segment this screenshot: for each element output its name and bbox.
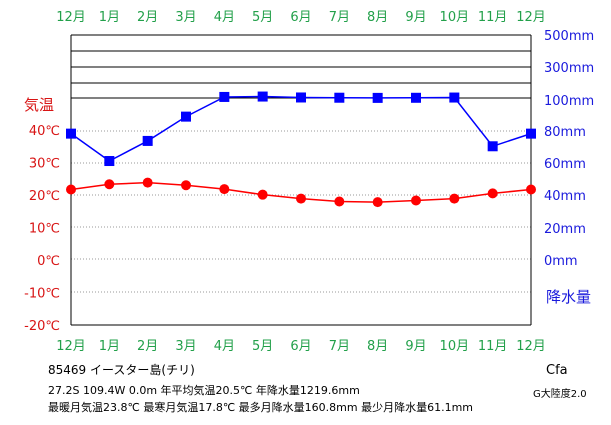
- month-label-top: 10月: [440, 10, 470, 25]
- temperature-point: [487, 188, 498, 199]
- month-label-top: 3月: [175, 10, 196, 25]
- temperature-point: [372, 197, 383, 208]
- month-label-top: 11月: [478, 10, 508, 25]
- precipitation-tick-label: 60mm: [544, 157, 586, 172]
- precipitation-point: [104, 156, 115, 167]
- precipitation-tick-labels: 0mm 20mm 40mm 60mm 80mm 100mm 300mm 500mm: [544, 29, 594, 269]
- month-label-bottom: 7月: [329, 339, 350, 354]
- month-label-top: 6月: [290, 10, 311, 25]
- precipitation-tick-label: 100mm: [544, 94, 594, 109]
- month-label-bottom: 11月: [478, 339, 508, 354]
- temperature-point: [526, 184, 536, 195]
- temperature-tick-label: -10℃: [24, 287, 60, 302]
- month-label-top: 12月: [56, 10, 86, 25]
- precipitation-point: [411, 92, 421, 103]
- month-label-bottom: 6月: [290, 339, 311, 354]
- precipitation-point: [372, 92, 383, 103]
- precipitation-point: [449, 92, 460, 103]
- precipitation-point: [257, 91, 268, 102]
- temperature-tick-label: 0℃: [37, 254, 60, 269]
- temperature-point: [181, 180, 191, 191]
- temperature-axis-title: 気温: [24, 96, 54, 114]
- month-label-bottom: 3月: [175, 339, 196, 354]
- month-label-top: 7月: [329, 10, 350, 25]
- month-label-bottom: 5月: [252, 339, 273, 354]
- temperature-tick-labels: -20℃ -10℃ 0℃ 10℃ 20℃ 30℃ 40℃: [24, 124, 60, 334]
- precipitation-point: [181, 111, 191, 122]
- month-label-top: 8月: [367, 10, 388, 25]
- temperature-tick-label: 20℃: [29, 189, 60, 204]
- station-stats-line1: 27.2S 109.4W 0.0m 年平均気温20.5℃ 年降水量1219.6m…: [48, 383, 360, 397]
- precipitation-line: [70, 95, 532, 162]
- version-label: G大陸度2.0: [533, 387, 587, 400]
- month-label-bottom: 4月: [214, 339, 235, 354]
- temperature-point: [219, 184, 230, 195]
- month-labels-top: 12月 1月 2月 3月 4月 5月 6月 7月 8月 9月 10月 11月 12月: [56, 10, 546, 25]
- precipitation-point: [296, 92, 306, 103]
- temperature-tick-label: 40℃: [29, 124, 60, 139]
- month-label-bottom: 1月: [99, 339, 120, 354]
- precipitation-point: [66, 128, 76, 139]
- temperature-tick-label: -20℃: [24, 319, 60, 334]
- station-name: 85469 イースター島(チリ): [48, 362, 195, 377]
- month-label-bottom: 10月: [440, 339, 470, 354]
- precipitation-point: [487, 141, 498, 152]
- precipitation-tick-label: 40mm: [544, 189, 586, 204]
- precipitation-tick-label: 0mm: [544, 254, 578, 269]
- temperature-point: [257, 189, 268, 200]
- month-label-bottom: 8月: [367, 339, 388, 354]
- month-label-top: 2月: [137, 10, 158, 25]
- precipitation-axis-title: 降水量: [546, 288, 591, 306]
- precipitation-point: [526, 128, 536, 139]
- grid-layer: [70, 34, 532, 326]
- temperature-point: [411, 195, 421, 206]
- temperature-tick-label: 10℃: [29, 222, 60, 237]
- month-label-bottom: 12月: [516, 339, 546, 354]
- temperature-point: [66, 184, 76, 195]
- koppen-class: Cfa: [546, 363, 568, 378]
- month-labels-bottom: 12月 1月 2月 3月 4月 5月 6月 7月 8月 9月 10月 11月 12月: [56, 339, 546, 354]
- temperature-point: [104, 179, 115, 190]
- temperature-point: [449, 193, 460, 204]
- temperature-point: [334, 196, 345, 207]
- precipitation-tick-label: 500mm: [544, 29, 594, 44]
- month-label-top: 5月: [252, 10, 273, 25]
- precipitation-tick-label: 300mm: [544, 61, 594, 76]
- month-label-bottom: 12月: [56, 339, 86, 354]
- series-layer: [66, 91, 536, 208]
- month-label-top: 4月: [214, 10, 235, 25]
- month-label-top: 9月: [405, 10, 426, 25]
- temperature-tick-label: 30℃: [29, 157, 60, 172]
- precipitation-tick-label: 20mm: [544, 222, 586, 237]
- month-label-bottom: 2月: [137, 339, 158, 354]
- month-label-bottom: 9月: [405, 339, 426, 354]
- station-stats-line2: 最暖月気温23.8℃ 最寒月気温17.8℃ 最多月降水量160.8mm 最少月降…: [48, 400, 473, 414]
- temperature-point: [296, 193, 306, 204]
- month-label-top: 1月: [99, 10, 120, 25]
- month-label-top: 12月: [516, 10, 546, 25]
- precipitation-point: [334, 92, 345, 103]
- precipitation-tick-label: 80mm: [544, 125, 586, 140]
- precipitation-point: [142, 135, 153, 146]
- temperature-point: [142, 177, 153, 188]
- precipitation-point: [219, 91, 230, 102]
